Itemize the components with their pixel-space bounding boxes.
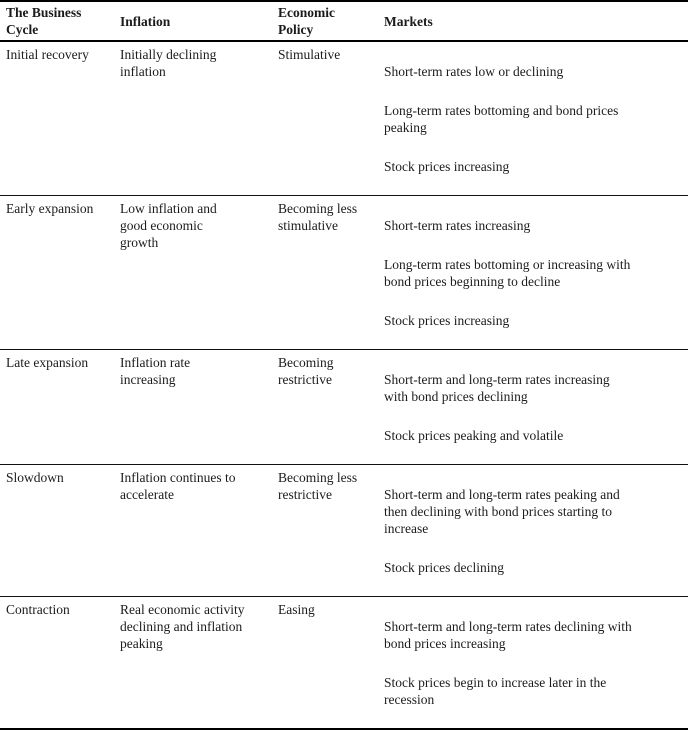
market-item: Stock prices increasing <box>384 313 510 328</box>
cycle-cell: Contraction <box>6 602 70 617</box>
table-header-row: The Business Cycle Inflation Economic Po… <box>0 2 688 42</box>
cycle-cell: Late expansion <box>6 355 89 370</box>
table-row-contraction: Contraction Real economic activity decli… <box>0 596 688 728</box>
markets-cell: Short-term rates increasing Long-term ra… <box>378 196 688 349</box>
inflation-cell: Inflation continues to accelerate <box>120 470 236 502</box>
market-item: Short-term rates increasing <box>384 218 531 233</box>
markets-cell: Short-term and long-term rates increasin… <box>378 350 688 464</box>
market-item: Short-term and long-term rates declining… <box>384 619 632 651</box>
column-header-economic-policy: Economic Policy <box>278 5 335 37</box>
inflation-cell: Inflation rate increasing <box>120 355 191 387</box>
policy-cell: Stimulative <box>278 47 341 62</box>
table-row-late-expansion: Late expansion Inflation rate increasing… <box>0 349 688 464</box>
column-header-inflation: Inflation <box>120 13 171 29</box>
policy-cell: Becoming restrictive <box>278 355 334 387</box>
market-item: Short-term and long-term rates peaking a… <box>384 487 620 536</box>
inflation-cell: Initially declining inflation <box>120 47 217 79</box>
policy-cell: Becoming less restrictive <box>278 470 358 502</box>
inflation-cell: Real economic activity declining and inf… <box>120 602 245 651</box>
inflation-cell: Low inflation and good economic growth <box>120 201 217 250</box>
market-item: Stock prices peaking and volatile <box>384 428 564 443</box>
policy-cell: Easing <box>278 602 315 617</box>
markets-cell: Short-term and long-term rates peaking a… <box>378 465 688 596</box>
cycle-cell: Initial recovery <box>6 47 89 62</box>
table-row-early-expansion: Early expansion Low inflation and good e… <box>0 195 688 349</box>
column-header-business-cycle: The Business Cycle <box>6 5 82 37</box>
column-header-markets: Markets <box>384 13 433 29</box>
market-item: Long-term rates bottoming or increasing … <box>384 257 631 289</box>
cycle-cell: Slowdown <box>6 470 64 485</box>
markets-cell: Short-term and long-term rates declining… <box>378 597 688 728</box>
market-item: Stock prices begin to increase later in … <box>384 675 607 707</box>
policy-cell: Becoming less stimulative <box>278 201 358 233</box>
market-item: Stock prices declining <box>384 560 504 575</box>
cycle-cell: Early expansion <box>6 201 94 216</box>
market-item: Short-term and long-term rates increasin… <box>384 372 610 404</box>
market-item: Stock prices increasing <box>384 159 510 174</box>
table-row-initial-recovery: Initial recovery Initially declining inf… <box>0 42 688 195</box>
markets-cell: Short-term rates low or declining Long-t… <box>378 42 688 195</box>
table-row-slowdown: Slowdown Inflation continues to accelera… <box>0 464 688 596</box>
market-item: Long-term rates bottoming and bond price… <box>384 103 619 135</box>
market-item: Short-term rates low or declining <box>384 64 564 79</box>
